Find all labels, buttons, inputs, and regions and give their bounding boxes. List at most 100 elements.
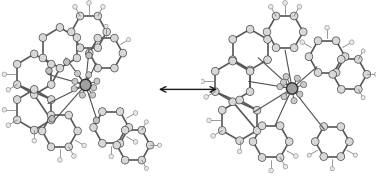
Circle shape [76,12,84,20]
Circle shape [74,127,81,135]
Circle shape [94,78,100,84]
Circle shape [207,118,211,123]
Circle shape [283,164,288,169]
Circle shape [38,127,46,135]
Circle shape [6,123,11,127]
Circle shape [14,81,21,88]
Circle shape [6,87,11,92]
Circle shape [258,122,266,130]
Circle shape [337,55,345,63]
Circle shape [86,72,92,78]
Circle shape [285,138,293,145]
Circle shape [72,78,78,85]
Circle shape [89,92,96,98]
Circle shape [264,35,271,43]
Circle shape [80,79,91,91]
Circle shape [32,138,36,143]
Circle shape [47,60,55,68]
Circle shape [94,44,102,52]
Circle shape [236,96,244,104]
Circle shape [330,167,334,171]
Circle shape [249,138,257,145]
Circle shape [91,85,97,91]
Circle shape [133,111,138,115]
Circle shape [299,28,307,36]
Circle shape [14,96,21,103]
Circle shape [211,88,219,96]
Circle shape [30,126,38,134]
Circle shape [263,28,271,36]
Circle shape [283,74,289,80]
Circle shape [218,106,226,114]
Circle shape [204,95,208,99]
Circle shape [74,70,80,77]
Circle shape [272,44,280,52]
Circle shape [133,140,138,144]
Circle shape [237,149,242,154]
Circle shape [86,49,93,57]
Circle shape [277,83,283,90]
Circle shape [258,154,266,161]
Circle shape [363,70,371,78]
Circle shape [47,116,55,124]
Circle shape [116,108,124,115]
Circle shape [320,123,327,130]
Circle shape [290,12,298,20]
Circle shape [146,141,154,149]
Circle shape [291,98,297,104]
Circle shape [56,64,64,72]
Circle shape [307,153,311,157]
Circle shape [158,143,161,147]
Circle shape [346,138,353,145]
Circle shape [264,56,271,64]
Circle shape [311,138,319,145]
Circle shape [2,72,6,77]
Circle shape [305,53,313,61]
Circle shape [272,12,280,20]
Circle shape [325,25,329,30]
Circle shape [329,70,337,78]
Circle shape [30,91,38,99]
Circle shape [283,1,287,5]
Circle shape [47,143,55,151]
Circle shape [332,69,340,76]
Circle shape [79,92,85,98]
Circle shape [56,24,64,31]
Circle shape [2,107,6,112]
Circle shape [294,154,298,158]
Circle shape [229,35,237,43]
Circle shape [355,85,362,93]
Circle shape [332,37,340,45]
Circle shape [86,52,92,59]
Circle shape [320,153,327,161]
Circle shape [301,82,307,88]
Circle shape [64,59,70,65]
Circle shape [218,127,226,135]
Circle shape [72,154,76,158]
Circle shape [144,120,149,124]
Circle shape [269,168,273,173]
Circle shape [297,4,302,9]
Circle shape [361,49,365,53]
Circle shape [87,1,91,5]
Circle shape [337,85,345,93]
Circle shape [144,166,149,170]
Circle shape [58,158,62,162]
Circle shape [280,79,287,85]
Circle shape [119,49,127,57]
Circle shape [281,93,287,100]
Circle shape [300,40,305,44]
Circle shape [39,54,47,62]
Circle shape [46,67,52,74]
Circle shape [49,115,55,122]
Circle shape [290,44,298,52]
Circle shape [211,133,215,138]
Circle shape [94,12,102,20]
Circle shape [253,106,261,114]
Circle shape [268,4,273,9]
Circle shape [71,86,77,92]
Circle shape [109,154,114,159]
Circle shape [314,69,322,76]
Circle shape [99,108,106,115]
Circle shape [94,34,102,42]
